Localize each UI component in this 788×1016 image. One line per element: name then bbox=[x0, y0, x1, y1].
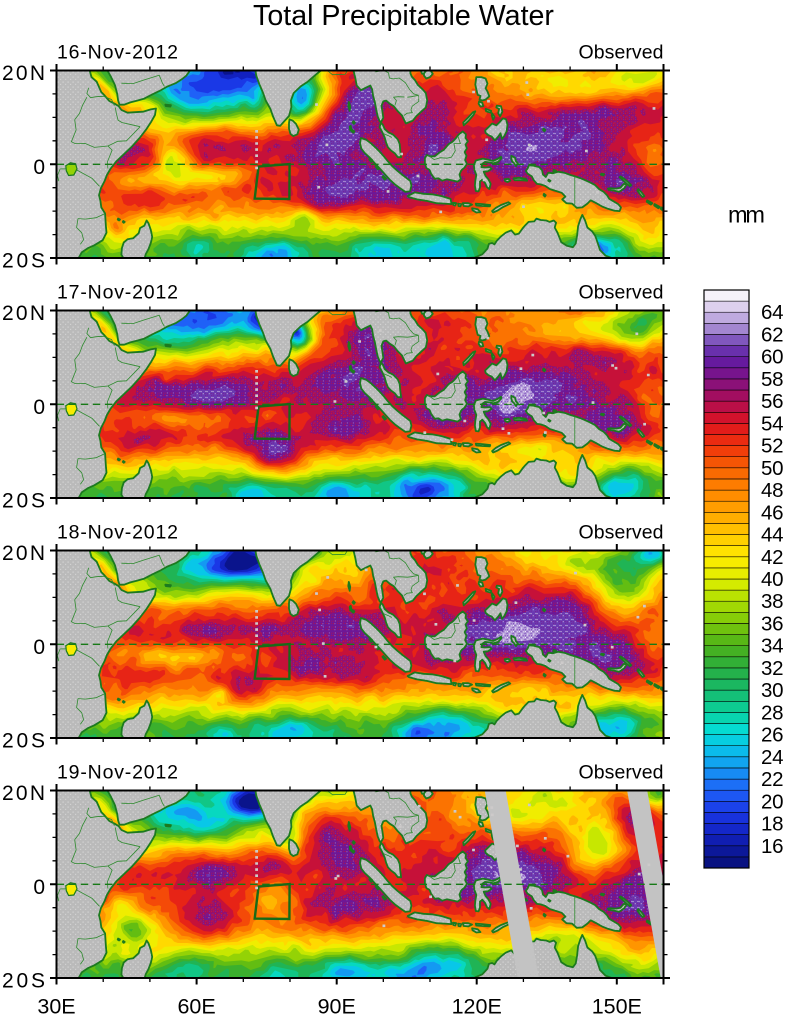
svg-text:36: 36 bbox=[761, 613, 784, 636]
svg-text:120E: 120E bbox=[452, 995, 502, 1016]
svg-text:40: 40 bbox=[761, 568, 784, 591]
svg-text:20N: 20N bbox=[2, 782, 45, 805]
svg-text:62: 62 bbox=[761, 324, 784, 347]
svg-text:52: 52 bbox=[761, 435, 784, 458]
svg-text:20S: 20S bbox=[2, 490, 45, 513]
svg-text:20N: 20N bbox=[2, 542, 45, 565]
svg-text:26: 26 bbox=[761, 724, 784, 747]
svg-text:38: 38 bbox=[761, 590, 784, 613]
svg-text:150E: 150E bbox=[592, 995, 642, 1016]
svg-text:22: 22 bbox=[761, 768, 784, 791]
svg-text:24: 24 bbox=[761, 746, 784, 769]
svg-text:90E: 90E bbox=[318, 995, 356, 1016]
svg-text:0: 0 bbox=[33, 876, 45, 899]
svg-text:20S: 20S bbox=[2, 970, 45, 993]
svg-text:16-Nov-2012: 16-Nov-2012 bbox=[57, 42, 178, 64]
svg-text:Observed: Observed bbox=[579, 762, 664, 784]
svg-text:20S: 20S bbox=[2, 730, 45, 753]
svg-text:20: 20 bbox=[761, 790, 784, 813]
svg-text:20S: 20S bbox=[2, 250, 45, 273]
svg-text:64: 64 bbox=[761, 301, 784, 324]
svg-text:30: 30 bbox=[761, 679, 784, 702]
svg-text:17-Nov-2012: 17-Nov-2012 bbox=[57, 282, 178, 304]
svg-text:42: 42 bbox=[761, 546, 784, 569]
svg-text:48: 48 bbox=[761, 479, 784, 502]
svg-text:28: 28 bbox=[761, 701, 784, 724]
svg-text:34: 34 bbox=[761, 635, 784, 658]
svg-text:Observed: Observed bbox=[579, 282, 664, 304]
svg-text:19-Nov-2012: 19-Nov-2012 bbox=[57, 762, 178, 784]
svg-text:60: 60 bbox=[761, 346, 784, 369]
svg-text:30E: 30E bbox=[37, 995, 75, 1016]
svg-text:20N: 20N bbox=[2, 302, 45, 325]
svg-text:Observed: Observed bbox=[579, 42, 664, 64]
svg-text:16: 16 bbox=[761, 835, 784, 858]
svg-text:46: 46 bbox=[761, 501, 784, 524]
svg-text:32: 32 bbox=[761, 657, 784, 680]
svg-text:Total Precipitable Water: Total Precipitable Water bbox=[253, 0, 554, 32]
svg-text:0: 0 bbox=[33, 156, 45, 179]
svg-text:0: 0 bbox=[33, 636, 45, 659]
svg-text:Observed: Observed bbox=[579, 522, 664, 544]
svg-text:60E: 60E bbox=[177, 995, 215, 1016]
svg-text:20N: 20N bbox=[2, 62, 45, 85]
svg-text:0: 0 bbox=[33, 396, 45, 419]
svg-text:18-Nov-2012: 18-Nov-2012 bbox=[57, 522, 178, 544]
svg-text:56: 56 bbox=[761, 390, 784, 413]
svg-text:50: 50 bbox=[761, 457, 784, 480]
svg-text:mm: mm bbox=[728, 202, 765, 228]
svg-text:18: 18 bbox=[761, 813, 784, 836]
svg-text:58: 58 bbox=[761, 368, 784, 391]
svg-text:54: 54 bbox=[761, 412, 784, 435]
svg-text:44: 44 bbox=[761, 524, 784, 547]
